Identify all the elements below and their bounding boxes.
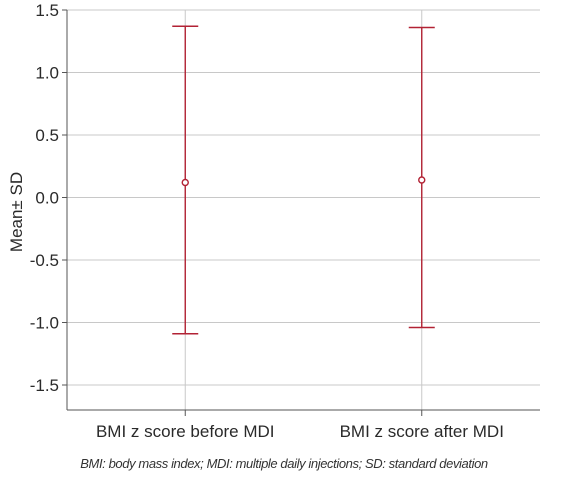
- y-tick-labels: 1.5 1.0 0.5 0.0 -0.5 -1.0 -1.5: [30, 1, 59, 395]
- axes: [62, 9, 540, 416]
- y-tick-label: -0.5: [30, 251, 59, 270]
- mean-point: [418, 176, 426, 184]
- y-tick-label: -1.0: [30, 314, 59, 333]
- mean-point: [181, 178, 189, 187]
- grid-lines: [67, 9, 540, 410]
- x-category-label: BMI z score after MDI: [340, 422, 504, 441]
- x-category-labels: BMI z score before MDI BMI z score after …: [96, 422, 504, 441]
- y-tick-label: 0.5: [35, 126, 59, 145]
- y-tick-label: -1.5: [30, 376, 59, 395]
- y-tick-label: 1.0: [35, 64, 59, 83]
- error-bars: [172, 25, 435, 335]
- y-tick-label: 0.0: [35, 189, 59, 208]
- y-axis-title: Mean± SD: [7, 172, 26, 252]
- chart-footnote: BMI: body mass index; MDI: multiple dail…: [80, 456, 488, 471]
- x-category-label: BMI z score before MDI: [96, 422, 275, 441]
- y-tick-label: 1.5: [35, 1, 59, 20]
